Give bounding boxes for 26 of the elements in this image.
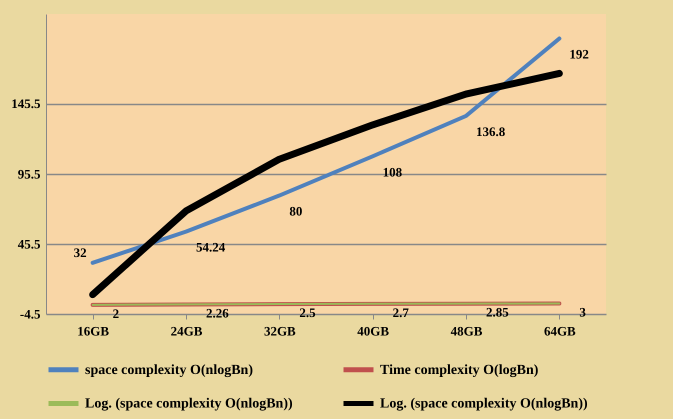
x-tick-label: 48GB [450,324,483,338]
x-tick-label: 32GB [264,324,296,338]
y-tick-label: 145.5 [11,96,41,112]
y-tick-label: 95.5 [18,166,41,182]
data-label: 54.24 [196,240,226,255]
data-label: 192 [569,46,589,62]
x-tick-label: 64GB [544,324,576,338]
x-tick-label: 24GB [170,324,203,338]
data-label: 3 [579,304,586,320]
data-label: 80 [289,204,302,219]
data-label: 136.8 [476,124,506,139]
legend-label: Log. (space complexity O(nlogBn)) [380,396,588,412]
data-label: 2.5 [299,305,316,320]
x-tick-label: 16GB [77,324,110,338]
y-tick-label: 45.5 [18,236,41,252]
y-tick-label: -4.5 [20,306,41,322]
x-tick-label: 40GB [357,324,390,338]
data-label: 2.85 [486,304,510,320]
legend-label: Time complexity O(logBn) [380,362,539,378]
legend-label: space complexity O(nlogBn) [85,362,254,378]
data-label: 32 [74,244,87,260]
data-label: 108 [382,164,403,180]
legend-label: Log. (space complexity O(nlogBn)) [85,396,293,412]
data-label: 2.7 [392,304,410,320]
data-label: 2.26 [206,306,230,321]
data-label: 2 [112,306,120,321]
